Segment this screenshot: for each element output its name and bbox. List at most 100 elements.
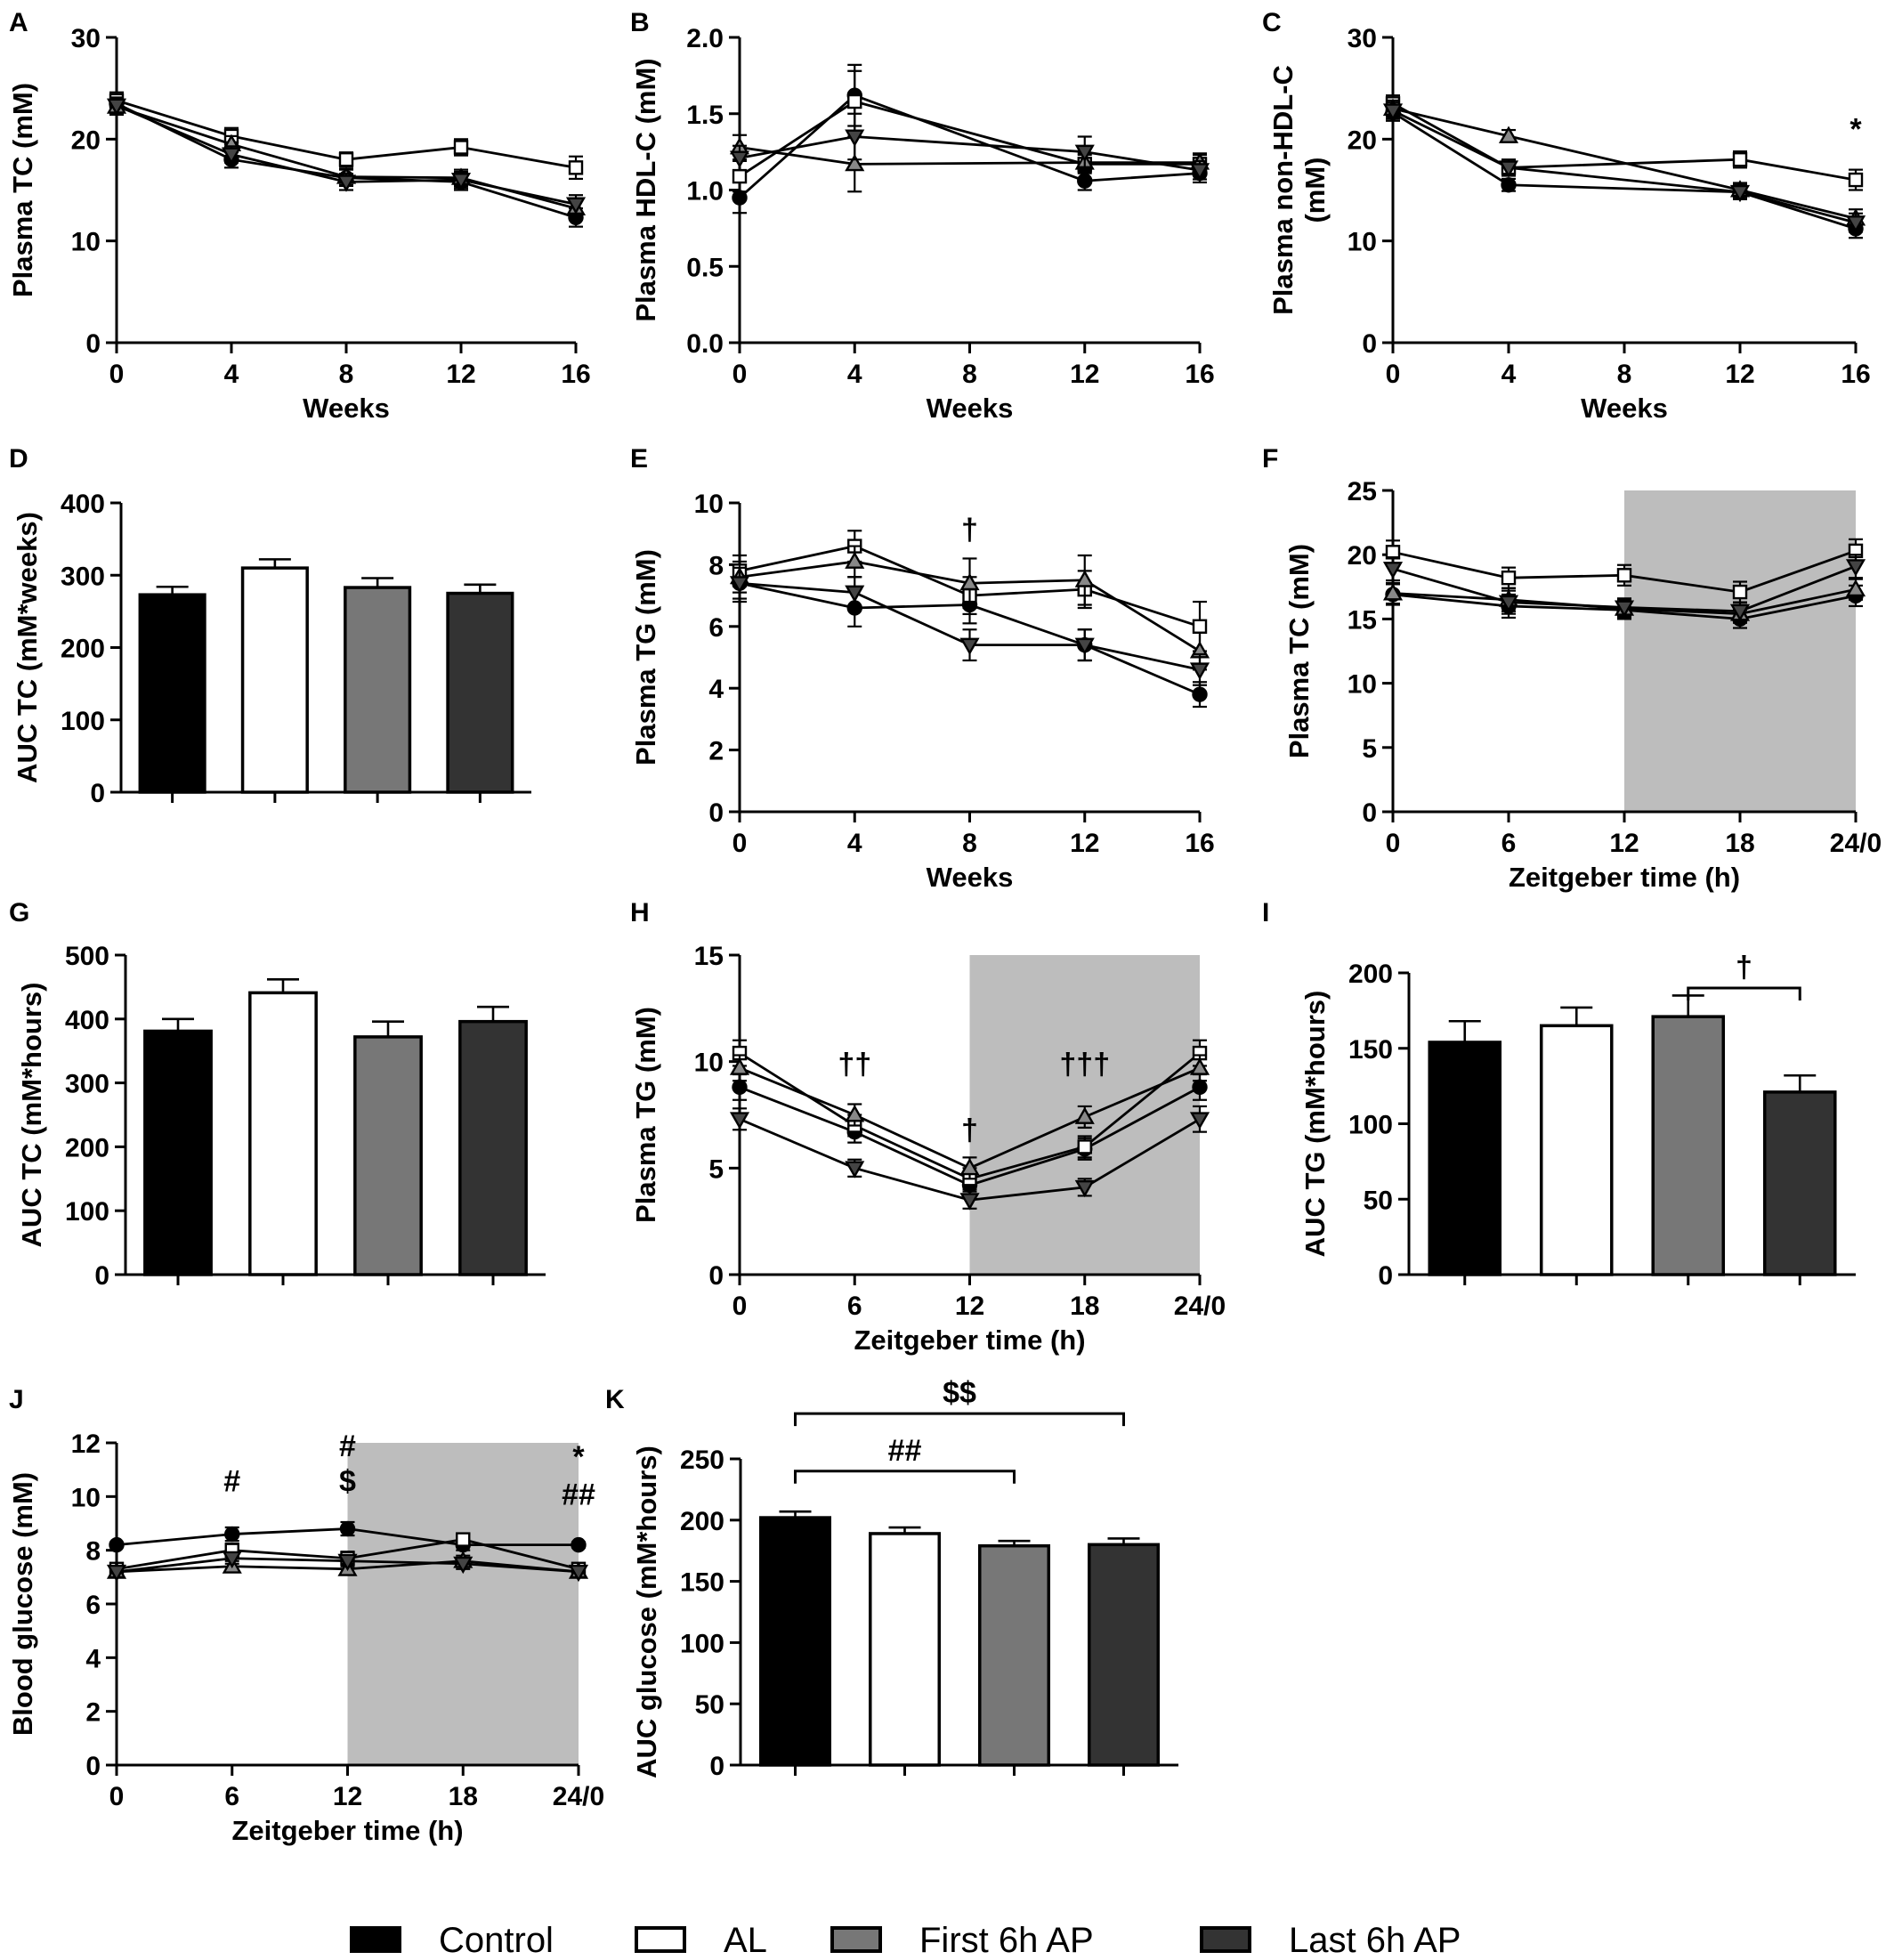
- data-point: [1498, 126, 1519, 143]
- y-tick-label: 1.0: [686, 177, 724, 207]
- y-tick-label: 20: [71, 126, 101, 155]
- dark-phase-shading: [347, 1443, 579, 1765]
- x-tick-label: 12: [446, 360, 475, 389]
- significance-bracket: [794, 1470, 1016, 1484]
- y-tick-label: 6: [708, 613, 724, 643]
- y-tick-label: 10: [71, 1483, 101, 1512]
- x-tick-label: 0: [1386, 829, 1401, 858]
- data-point: [1616, 568, 1632, 583]
- series-line: [739, 100, 1200, 178]
- panel-label: D: [9, 444, 28, 474]
- y-tick-label: 0: [85, 1752, 101, 1781]
- y-tick-label: 5: [1362, 734, 1377, 764]
- legend-swatch: [1200, 1926, 1251, 1953]
- data-point: [1189, 1112, 1210, 1130]
- data-point: [568, 160, 584, 175]
- bar-first-6h-ap: [344, 586, 412, 794]
- y-tick-label: 0.5: [686, 253, 724, 282]
- data-point: [1382, 562, 1404, 579]
- x-tick-label: 18: [1725, 829, 1754, 858]
- y-tick-label: 500: [65, 942, 109, 971]
- significance-mark: #: [223, 1464, 240, 1498]
- y-tick-label: 400: [61, 490, 105, 519]
- x-tick-label: 6: [224, 1782, 239, 1811]
- data-point: [732, 168, 748, 184]
- data-point: [1192, 686, 1208, 702]
- x-tick-label: 12: [1070, 829, 1099, 858]
- series-line: [1392, 102, 1857, 182]
- y-axis-label: Blood glucose (mM): [7, 1472, 38, 1736]
- data-point: [729, 576, 750, 594]
- y-tick-label: 2: [708, 737, 724, 766]
- y-tick-label: 200: [65, 1133, 109, 1162]
- y-tick-label: 25: [1348, 477, 1377, 506]
- data-point: [959, 1157, 980, 1176]
- chart-panel-c: C 0 10 20 30 Plasma non-HDL-C (mM) 0 4 8 12 16 Weeks…: [1262, 8, 1871, 424]
- data-point: [339, 1520, 356, 1537]
- y-axis-label: Plasma HDL-C (mM): [630, 58, 661, 321]
- x-tick-label: 18: [449, 1782, 478, 1811]
- data-point: [1845, 215, 1866, 233]
- legend-label: Last 6h AP: [1289, 1921, 1461, 1960]
- legend-swatch: [350, 1926, 401, 1953]
- legend-swatch: [635, 1926, 686, 1953]
- y-tick-label: 0: [709, 1752, 724, 1781]
- y-tick-label: 0: [708, 1261, 724, 1291]
- data-point: [959, 572, 980, 591]
- series-control: [732, 63, 1208, 215]
- x-axis-label: Zeitgeber time (h): [854, 1324, 1085, 1356]
- data-point: [1729, 603, 1751, 622]
- series-last-6h-ap: [729, 112, 1210, 181]
- y-tick-label: 1.5: [686, 101, 724, 130]
- data-point: [1845, 579, 1866, 597]
- data-point: [847, 93, 862, 109]
- significance-mark: †††: [1059, 1048, 1110, 1081]
- y-tick-label: 200: [680, 1507, 724, 1536]
- series-last-6h-ap: [106, 1551, 589, 1583]
- y-tick-label: 0: [708, 798, 724, 828]
- x-axis-label: Zeitgeber time (h): [1509, 862, 1740, 893]
- y-tick-label: 6: [85, 1591, 101, 1620]
- data-point: [729, 1112, 750, 1130]
- series-first-6h-ap: [729, 1054, 1210, 1180]
- chart-panel-h: H 0 5 10 15 Plasma TG (mM) 0 6 12 18 24/0 Zeitgeber…: [630, 898, 1226, 1356]
- y-tick-label: 10: [694, 1049, 724, 1078]
- y-tick-label: 150: [1348, 1035, 1393, 1065]
- panel-label: I: [1262, 898, 1269, 927]
- y-tick-label: 10: [71, 228, 101, 257]
- y-tick-label: 8: [85, 1537, 101, 1567]
- y-tick-label: 0: [1378, 1261, 1393, 1291]
- significance-mark: ††: [838, 1048, 871, 1081]
- legend-label: Control: [439, 1921, 554, 1960]
- data-point: [1382, 103, 1404, 121]
- y-tick-label: 2: [85, 1698, 101, 1728]
- legend-label: AL: [724, 1921, 767, 1960]
- figure-legend: Control AL First 6h AP Last 6h AP: [350, 1921, 1461, 1960]
- x-tick-label: 4: [847, 360, 862, 389]
- significance-mark: *: [572, 1440, 585, 1474]
- significance-mark: *: [1849, 112, 1862, 146]
- series-line: [1392, 109, 1857, 224]
- x-tick-label: 24/0: [1174, 1292, 1226, 1321]
- y-tick-label: 15: [1348, 605, 1377, 635]
- bar-al: [240, 566, 309, 794]
- data-point: [729, 150, 750, 168]
- data-point: [1192, 1079, 1208, 1096]
- data-point: [1077, 1139, 1092, 1154]
- y-tick-label: 4: [708, 675, 724, 704]
- data-point: [1074, 570, 1095, 587]
- legend-label: First 6h AP: [919, 1921, 1094, 1960]
- data-point: [450, 173, 472, 190]
- bar-control: [138, 593, 206, 794]
- data-point: [453, 140, 469, 155]
- data-point: [845, 129, 865, 147]
- significance-mark: $$: [943, 1376, 976, 1410]
- legend-item-first-6h-ap: First 6h AP: [830, 1921, 1094, 1960]
- data-point: [1074, 637, 1095, 656]
- chart-panel-j: J 0 2 4 6 8 10 12 Blood glucose (mM) 0 6 12 18 24/0 Ze…: [7, 1385, 604, 1846]
- y-tick-label: 20: [1348, 126, 1377, 155]
- data-point: [568, 1564, 589, 1583]
- data-point: [1498, 595, 1519, 613]
- significance-bracket: [1687, 986, 1801, 1000]
